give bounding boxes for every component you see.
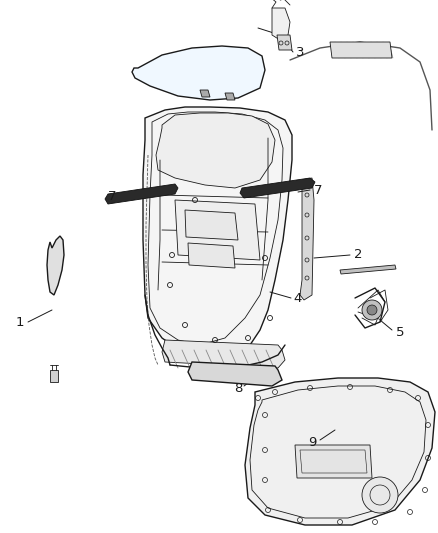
Polygon shape	[47, 236, 64, 295]
Polygon shape	[300, 178, 314, 300]
Polygon shape	[188, 243, 235, 268]
Polygon shape	[277, 35, 292, 50]
Text: 3: 3	[296, 45, 304, 59]
Polygon shape	[105, 184, 178, 204]
Polygon shape	[132, 46, 265, 100]
Polygon shape	[156, 113, 275, 188]
Polygon shape	[245, 378, 435, 525]
Text: 7: 7	[108, 190, 116, 204]
Polygon shape	[330, 42, 392, 58]
Polygon shape	[340, 265, 396, 274]
Polygon shape	[162, 340, 285, 368]
Polygon shape	[143, 107, 292, 358]
Circle shape	[362, 300, 382, 320]
Polygon shape	[272, 8, 290, 40]
Polygon shape	[188, 362, 282, 386]
Polygon shape	[240, 178, 315, 198]
Text: 8: 8	[234, 382, 242, 394]
Polygon shape	[295, 445, 372, 478]
Polygon shape	[50, 370, 58, 382]
Text: 1: 1	[16, 316, 24, 328]
Polygon shape	[200, 90, 210, 97]
Text: 9: 9	[308, 435, 316, 448]
Polygon shape	[185, 210, 238, 240]
Text: 5: 5	[396, 326, 404, 338]
Circle shape	[367, 305, 377, 315]
Polygon shape	[175, 200, 260, 260]
Text: 4: 4	[294, 292, 302, 304]
Text: 2: 2	[354, 248, 362, 262]
Text: 7: 7	[314, 183, 322, 197]
Circle shape	[362, 477, 398, 513]
Polygon shape	[225, 93, 235, 100]
